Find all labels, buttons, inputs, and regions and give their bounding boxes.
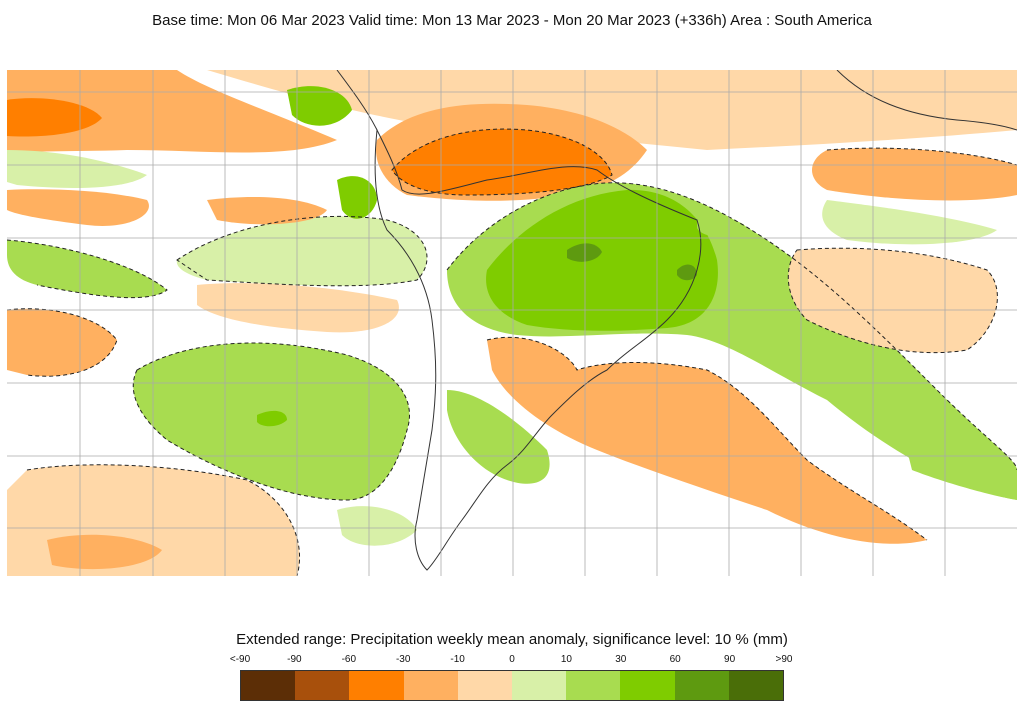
legend-tick: <-90 (229, 654, 251, 665)
legend-swatch (349, 671, 404, 700)
legend-tick-labels: <-90 -90 -60 -30 -10 0 10 30 60 90 >90 (230, 654, 793, 668)
legend-swatch (403, 671, 458, 700)
south-america-coastline (374, 128, 702, 571)
significance-contours (7, 128, 1017, 576)
anomaly-fields (7, 70, 1017, 576)
legend-tick: -90 (287, 654, 302, 665)
legend-tick: -60 (341, 654, 357, 665)
legend-tick: 30 (615, 654, 627, 665)
legend-swatch (512, 671, 567, 700)
legend-swatch (566, 671, 621, 700)
legend-tick: -30 (395, 654, 411, 665)
legend-swatch (674, 671, 729, 700)
color-legend: <-90 -90 -60 -30 -10 0 10 30 60 90 >90 (230, 654, 793, 702)
legend-tick: 10 (560, 654, 572, 665)
legend-swatch (241, 671, 296, 700)
dry-anomaly-south-atlantic (487, 337, 927, 544)
legend-swatch (620, 671, 675, 700)
graticule (7, 70, 1017, 576)
legend-swatch (295, 671, 350, 700)
legend-tick: 60 (669, 654, 681, 665)
legend-swatch (728, 671, 784, 700)
strong-dry-anomaly-amazon-north (392, 129, 612, 195)
strong-dry-anomaly-north-pacific (7, 98, 102, 137)
precipitation-anomaly-map[interactable] (7, 70, 1017, 576)
legend-title: Extended range: Precipitation weekly mea… (236, 631, 788, 648)
strong-wet-anomaly-brazil (486, 189, 718, 331)
legend-swatch (457, 671, 513, 700)
page-title: Base time: Mon 06 Mar 2023 Valid time: M… (152, 12, 872, 29)
legend-tick: >90 (775, 654, 793, 665)
legend-tick: -10 (450, 654, 465, 665)
dry-anomaly-north-pacific (7, 70, 337, 155)
legend-tick: 0 (509, 654, 515, 665)
legend-color-bar (240, 670, 784, 701)
legend-tick: 90 (724, 654, 736, 665)
